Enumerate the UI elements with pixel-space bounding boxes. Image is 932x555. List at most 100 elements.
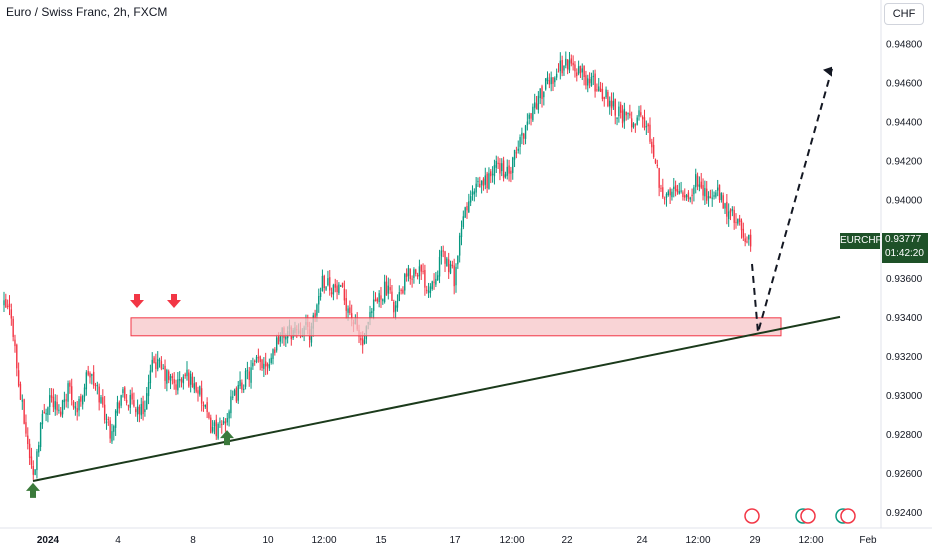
candle-body	[153, 357, 155, 363]
candle-body	[157, 359, 159, 370]
candle-body	[663, 198, 666, 200]
candle-body	[537, 95, 540, 110]
y-tick-label: 0.93600	[886, 274, 923, 285]
candle-body	[711, 197, 713, 199]
projection-path[interactable]	[751, 68, 833, 333]
candle-body	[704, 188, 706, 197]
candle-body	[285, 336, 287, 340]
candle-body	[574, 64, 576, 72]
candle-body	[453, 265, 455, 287]
candle-body	[391, 291, 393, 302]
dividend-icon[interactable]	[800, 508, 816, 524]
candle-body	[168, 371, 170, 380]
candle-body	[594, 73, 596, 92]
candle-body	[272, 349, 274, 359]
x-tick-label: 17	[449, 535, 461, 546]
candle-body	[6, 305, 9, 307]
candle-body	[744, 238, 746, 242]
candle-body	[8, 303, 11, 308]
x-tick-label: 24	[636, 535, 648, 546]
candle-body	[173, 379, 175, 384]
candle-body	[380, 295, 382, 300]
candle-body	[718, 184, 721, 200]
candle-body	[94, 384, 97, 386]
candle-body	[239, 380, 241, 387]
candle-body	[707, 196, 710, 199]
candle-body	[275, 337, 278, 351]
candle-body	[83, 387, 86, 397]
candle-body	[277, 336, 280, 345]
candle-body	[510, 170, 512, 174]
candle-body	[74, 406, 77, 409]
candle-body	[27, 435, 29, 445]
candle-body	[319, 292, 322, 297]
candle-body	[435, 278, 437, 285]
candle-body	[504, 174, 507, 177]
candle-body	[147, 382, 150, 397]
candle-body	[674, 185, 677, 191]
candle-body	[539, 88, 541, 99]
candle-body	[47, 407, 49, 415]
candle-body	[493, 164, 496, 177]
candle-body	[133, 400, 135, 407]
y-tick-label: 0.92600	[886, 469, 923, 480]
candle-body	[92, 371, 95, 386]
candle-body	[612, 101, 615, 107]
candle-body	[202, 404, 205, 406]
candle-body	[469, 196, 472, 203]
candle-body	[444, 251, 446, 264]
candle-body	[250, 367, 252, 383]
candle-body	[129, 394, 131, 408]
trendline[interactable]	[32, 315, 841, 482]
y-tick-label: 0.93000	[886, 391, 923, 402]
candle-body	[449, 263, 452, 274]
currency-button[interactable]: CHF	[884, 3, 924, 25]
x-tick-label: 12:00	[685, 535, 710, 546]
candle-body	[182, 376, 185, 384]
candle-body	[585, 75, 587, 86]
resistance-arrow-down	[167, 294, 181, 309]
candle-body	[724, 203, 726, 209]
candle-body	[415, 269, 417, 274]
last-price-value: 0.93777	[885, 234, 922, 245]
candle-body	[228, 411, 230, 419]
candle-body	[224, 421, 227, 424]
earnings-icon[interactable]	[744, 508, 760, 524]
candle-body	[749, 234, 752, 247]
support-zone[interactable]	[130, 317, 782, 337]
candle-body	[204, 404, 206, 407]
candle-body	[416, 274, 419, 277]
candle-body	[329, 277, 331, 291]
candle-body	[341, 282, 344, 287]
candle-body	[535, 103, 538, 110]
candle-body	[621, 110, 624, 124]
candle-body	[338, 284, 340, 294]
candle-body	[76, 408, 78, 413]
candle-body	[426, 289, 428, 291]
candle-body	[543, 92, 545, 98]
candle-body	[140, 403, 142, 416]
candle-body	[532, 106, 534, 121]
candle-body	[577, 66, 580, 74]
candle-body	[480, 180, 483, 185]
candle-body	[385, 281, 388, 296]
candle-body	[512, 157, 514, 173]
candle-body	[548, 80, 551, 85]
candle-body	[680, 190, 682, 192]
candle-body	[151, 359, 153, 372]
candle-body	[731, 208, 734, 211]
candle-body	[25, 422, 27, 434]
candle-body	[513, 150, 516, 160]
x-tick-label: 15	[375, 535, 387, 546]
candle-body	[557, 71, 560, 73]
candle-body	[166, 370, 168, 384]
x-tick-label: 8	[190, 535, 196, 546]
resistance-arrow-down	[130, 294, 144, 309]
candle-body	[620, 104, 622, 113]
candle-body	[360, 338, 362, 341]
candle-body	[687, 192, 690, 199]
dividend-icon[interactable]	[840, 508, 856, 524]
candle-body	[738, 218, 741, 222]
